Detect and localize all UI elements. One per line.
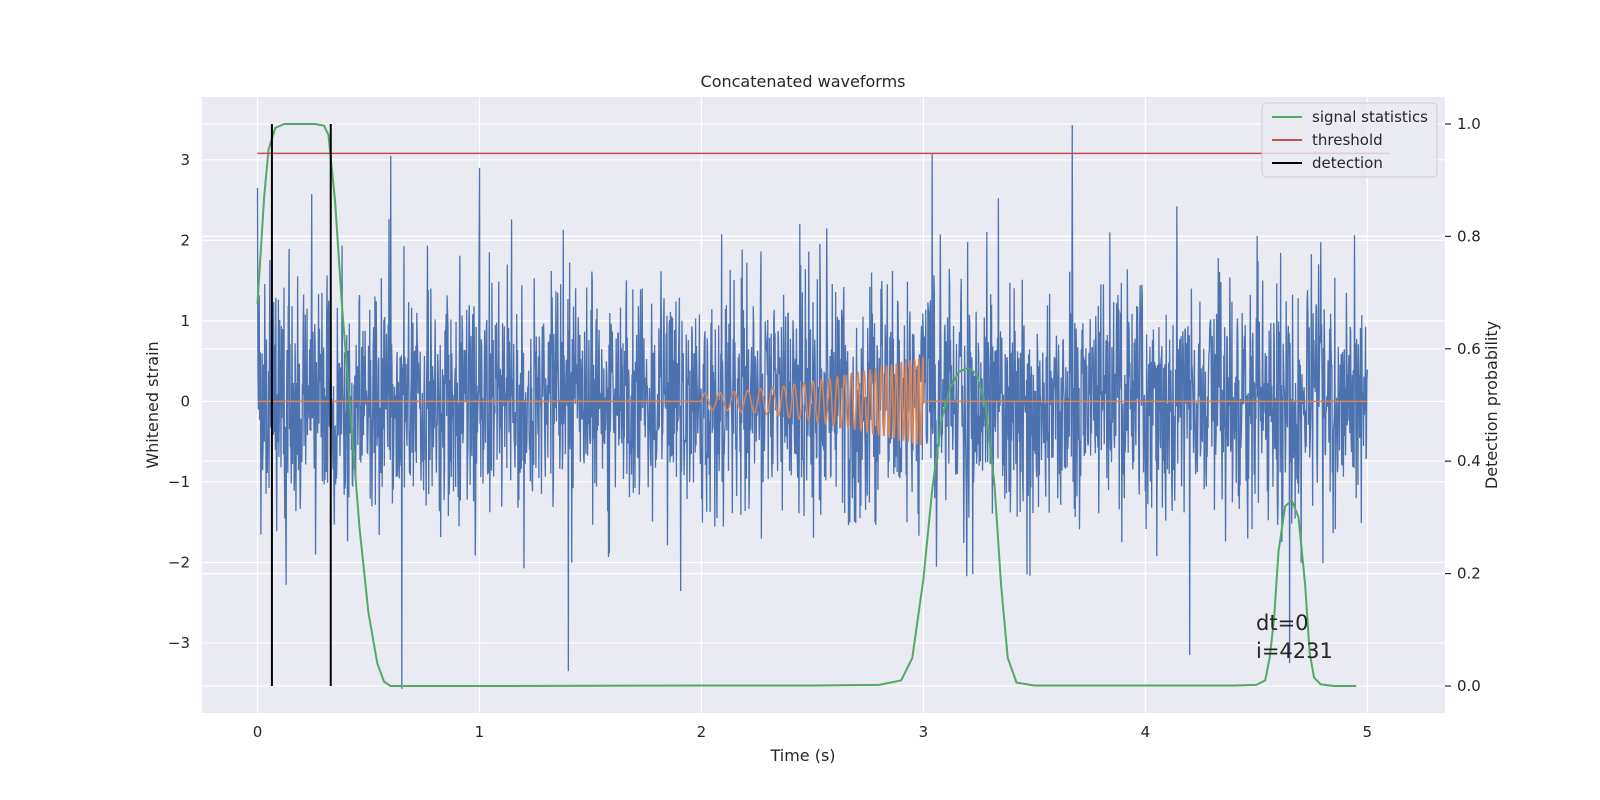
x-tick-label: 2 xyxy=(697,723,707,741)
whitened-strain-line xyxy=(256,125,1368,689)
y-tick-label: 2 xyxy=(180,231,190,249)
annotation-i: i=4231 xyxy=(1256,639,1333,663)
y2-tick-label: 0.6 xyxy=(1457,340,1481,358)
series-layer xyxy=(256,122,1390,689)
x-tick-label: 4 xyxy=(1141,723,1151,741)
x-tick-label: 5 xyxy=(1363,723,1373,741)
y-tick-label: 3 xyxy=(180,151,190,169)
chart-title: Concatenated waveforms xyxy=(701,72,906,91)
y-tick-label: 1 xyxy=(180,312,190,330)
signal-statistics-line xyxy=(256,122,1357,688)
annotation-dt: dt=0 xyxy=(1256,611,1309,635)
y2-tick-label: 0.8 xyxy=(1457,227,1481,245)
y-tick-label: 0 xyxy=(180,392,190,410)
y2-tick-label: 0.4 xyxy=(1457,452,1481,470)
signal-waveform-line xyxy=(257,356,1368,446)
y-tick-label: −1 xyxy=(168,473,190,491)
legend: signal statistics threshold detection xyxy=(1261,102,1438,178)
y2-tick-label: 1.0 xyxy=(1457,115,1481,133)
x-tick-label: 3 xyxy=(919,723,929,741)
y2-tick-label: 0.0 xyxy=(1457,677,1481,695)
legend-box xyxy=(1261,102,1438,178)
y2-tick-label: 0.2 xyxy=(1457,565,1481,583)
y-tick-label: −2 xyxy=(168,553,190,571)
legend-label-threshold: threshold xyxy=(1312,131,1383,149)
y2-axis-label: Detection probability xyxy=(1482,321,1501,489)
x-axis-label: Time (s) xyxy=(769,746,835,765)
x-tick-label: 1 xyxy=(475,723,485,741)
y-tick-label: −3 xyxy=(168,634,190,652)
tick-labels: 0 1 2 3 4 5 −3 −2 −1 0 1 2 3 0.0 0.2 0.4 0.6 0.8 1.0 xyxy=(168,115,1481,741)
y-axis-label: Whitened strain xyxy=(143,341,162,468)
legend-label-signal-statistics: signal statistics xyxy=(1312,108,1428,126)
legend-label-detection: detection xyxy=(1312,154,1383,172)
x-tick-label: 0 xyxy=(253,723,263,741)
